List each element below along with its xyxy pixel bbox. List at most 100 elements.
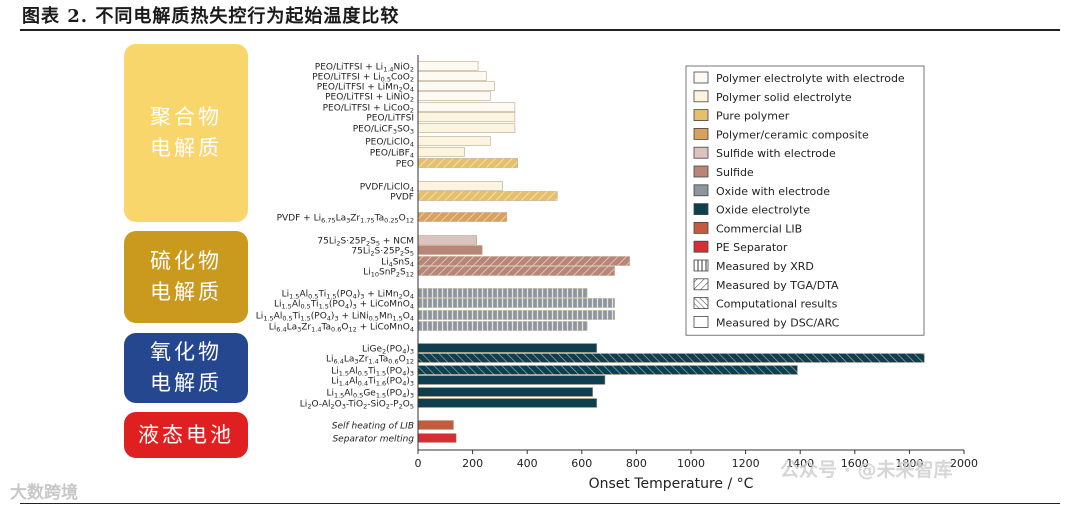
bar-label-11: PVDF xyxy=(390,193,414,203)
bar-label-9: PEO xyxy=(396,160,414,170)
bar-1 xyxy=(417,71,487,81)
x-tick-label-2: 400 xyxy=(517,457,538,470)
legend-swatch-1 xyxy=(693,90,709,103)
bar-label-13: 75Li2S·25P2S5 + NCM xyxy=(317,237,414,248)
bar-pattern-18 xyxy=(418,298,615,308)
x-tick-label-5: 1000 xyxy=(677,457,705,470)
bar-label-24: Li1.4Al0.4Ti1.6(PO4)3 xyxy=(331,377,414,388)
bar-0 xyxy=(417,61,479,71)
x-tick-label-0: 0 xyxy=(415,457,422,470)
legend-swatch-2 xyxy=(693,109,709,121)
bar-4 xyxy=(417,102,516,112)
bar-10 xyxy=(417,181,503,191)
bar-label-20: Li6.4La3Zr1.4Ta0.6O12 + LiCoMnO4 xyxy=(269,323,414,334)
legend-swatch-pattern-12 xyxy=(694,297,708,309)
category-liquid-box: 液态电池 xyxy=(124,412,248,458)
bar-pattern-9 xyxy=(418,158,518,168)
watermark-right: 公众号 · @未来智库 xyxy=(780,459,953,481)
watermark-left: 大数跨境 xyxy=(10,483,78,503)
legend-swatch-13 xyxy=(693,315,709,328)
x-tick-label-10: 2000 xyxy=(950,457,978,470)
x-tick-label-4: 800 xyxy=(626,457,647,470)
x-tick-label-6: 1200 xyxy=(732,457,760,470)
bar-label-18: Li1.5Al0.5Ti1.5(PO4)3 + LiCoMnO4 xyxy=(274,300,414,311)
legend-label-1: Polymer solid electrolyte xyxy=(716,91,852,104)
bar-pattern-12 xyxy=(418,212,507,222)
bar-label-28: Separator melting xyxy=(332,435,414,445)
legend-label-11: Measured by TGA/DTA xyxy=(716,279,839,292)
bar-label-5: PEO/LiTFSI xyxy=(366,114,414,124)
bar-label-7: PEO/LiClO4 xyxy=(365,138,414,149)
bar-label-16: Li10SnP2S12 xyxy=(363,268,414,279)
category-polymer-box: 聚合物 电解质 xyxy=(124,44,248,222)
legend-swatch-pattern-11 xyxy=(694,278,708,290)
bar-label-19: Li1.5Al0.5Ti1.5(PO4)3 + LiNi0.5Mn1.5O4 xyxy=(256,312,414,323)
bar-label-23: Li1.5Al0.5Ti1.5(PO4)3 xyxy=(331,367,414,378)
x-tick-label-3: 600 xyxy=(571,457,592,470)
bar-pattern-16 xyxy=(418,266,615,276)
bar-pattern-11 xyxy=(418,191,558,201)
bar-label-4: PEO/LiTFSI + LiCoO2 xyxy=(323,104,414,115)
bar-label-17: Li1.5Al0.5Ti1.5(PO4)3 + LiMn2O4 xyxy=(282,290,414,301)
bar-pattern-22 xyxy=(418,353,925,363)
bar-label-27: Self heating of LIB xyxy=(332,422,414,432)
legend-label-6: Oxide with electrode xyxy=(716,185,830,198)
bar-21 xyxy=(417,343,598,353)
bar-label-8: PEO/LiBF4 xyxy=(370,149,414,160)
x-axis-label: Onset Temperature / °C xyxy=(589,476,754,492)
legend-label-0: Polymer electrolyte with electrode xyxy=(716,72,905,85)
bar-27 xyxy=(417,420,454,430)
legend-label-13: Measured by DSC/ARC xyxy=(716,316,840,329)
legend-box xyxy=(685,65,925,336)
bar-6 xyxy=(417,123,516,133)
bar-label-0: PEO/LiTFSI + Li1.4NiO2 xyxy=(315,63,414,74)
legend-label-5: Sulfide xyxy=(716,166,754,179)
legend-label-7: Oxide electrolyte xyxy=(716,204,810,217)
x-tick-label-1: 200 xyxy=(462,457,483,470)
bar-25 xyxy=(417,387,594,397)
legend-swatch-9 xyxy=(693,240,709,253)
bar-label-26: Li2O-Al2O3-TiO2-SiO2-P2O5 xyxy=(300,400,414,411)
legend-swatch-5 xyxy=(693,165,709,178)
bar-label-21: LiGe2(PO4)3 xyxy=(362,345,414,356)
bar-28 xyxy=(417,433,457,443)
bar-7 xyxy=(417,136,491,146)
bar-pattern-19 xyxy=(418,310,615,320)
category-sulfide-box: 硫化物 电解质 xyxy=(124,231,248,323)
legend-label-12: Computational results xyxy=(716,298,838,311)
x-tick-label-9: 1800 xyxy=(895,457,923,470)
bar-label-15: Li4SnS4 xyxy=(381,258,414,269)
bar-5 xyxy=(417,112,516,122)
legend-swatch-3 xyxy=(693,127,709,140)
legend-label-2: Pure polymer xyxy=(716,110,790,123)
x-tick-label-7: 1400 xyxy=(786,457,814,470)
bar-label-22: Li6.4La3Zr1.4Ta0.6O12 xyxy=(326,355,414,366)
category-oxide-box: 氧化物 电解质 xyxy=(124,333,248,403)
bar-8 xyxy=(417,147,465,157)
top-rule xyxy=(20,29,1060,31)
bar-label-6: PEO/LiCF3SO3 xyxy=(353,125,414,136)
bar-pattern-17 xyxy=(418,288,588,298)
legend-swatch-0 xyxy=(693,71,709,84)
bar-label-3: PEO/LiTFSI + LiNiO2 xyxy=(325,93,414,104)
bar-label-1: PEO/LiTFSI + Li0.5CoO2 xyxy=(312,73,414,84)
legend-swatch-7 xyxy=(693,203,709,216)
bar-2 xyxy=(417,81,495,91)
bar-24 xyxy=(417,375,606,385)
legend-label-9: PE Separator xyxy=(716,241,788,254)
legend-swatch-6 xyxy=(693,184,709,197)
legend-label-10: Measured by XRD xyxy=(716,260,814,273)
bar-label-10: PVDF/LiClO4 xyxy=(360,183,414,194)
bar-label-12: PVDF + Li6.75La3Zr1.75Ta0.25O12 xyxy=(277,214,414,225)
figure-title: 图表 2. 不同电解质热失控行为起始温度比较 xyxy=(22,6,400,27)
bar-pattern-15 xyxy=(418,256,630,266)
bar-label-25: Li1.5Al0.5Ge1.5(PO4)3 xyxy=(326,389,414,400)
bar-label-2: PEO/LiTFSI + LiMn2O4 xyxy=(317,83,414,94)
legend-label-4: Sulfide with electrode xyxy=(716,147,836,160)
bar-label-14: 75Li2S·25P2S5 xyxy=(351,247,414,258)
x-tick-label-8: 1600 xyxy=(841,457,869,470)
bar-pattern-20 xyxy=(418,321,588,331)
bar-26 xyxy=(417,398,598,408)
bar-14 xyxy=(417,245,483,255)
